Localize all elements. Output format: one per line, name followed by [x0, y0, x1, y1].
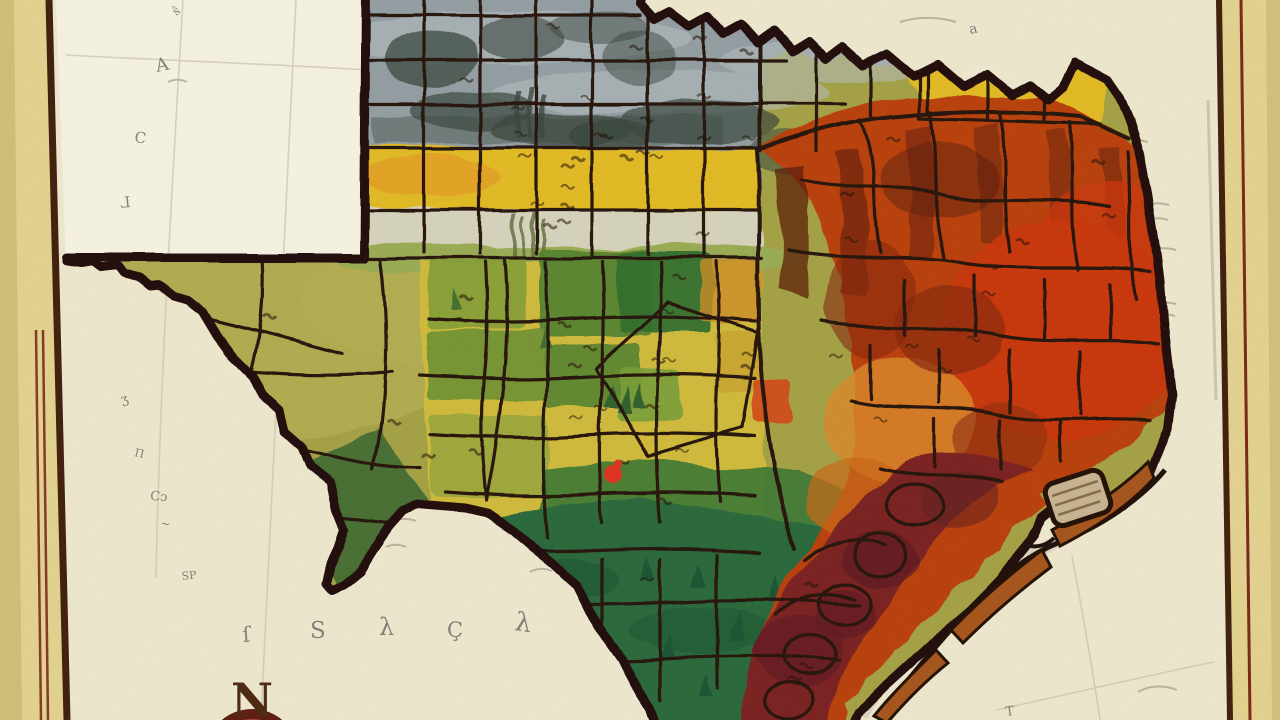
paper-grain-overlay [0, 0, 1280, 720]
